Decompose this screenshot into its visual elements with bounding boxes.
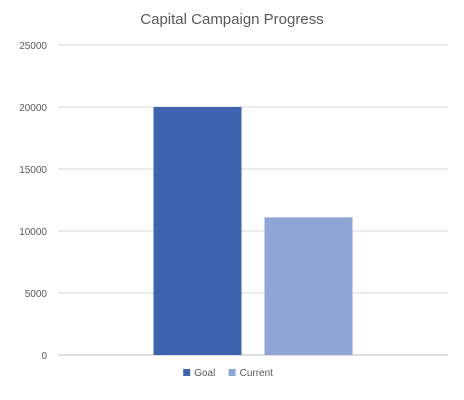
y-tick-label: 25000 (19, 41, 47, 52)
y-tick-label: 10000 (19, 227, 47, 238)
legend-swatch-current (228, 369, 236, 376)
bar-current (264, 217, 353, 355)
bars (153, 107, 353, 355)
bar-goal (153, 107, 242, 355)
legend-label-goal: Goal (194, 368, 215, 379)
legend: Goal Current (183, 368, 273, 379)
legend-label-current: Current (240, 368, 274, 379)
y-tick-label: 15000 (19, 165, 47, 176)
y-axis-ticks: 0 5000 10000 15000 20000 25000 (19, 41, 47, 362)
gridlines (58, 44, 448, 356)
y-tick-label: 5000 (25, 289, 48, 300)
legend-swatch-goal (183, 369, 191, 376)
y-tick-label: 0 (41, 351, 47, 362)
chart-title: Capital Campaign Progress (140, 11, 323, 28)
y-tick-label: 20000 (19, 103, 47, 114)
